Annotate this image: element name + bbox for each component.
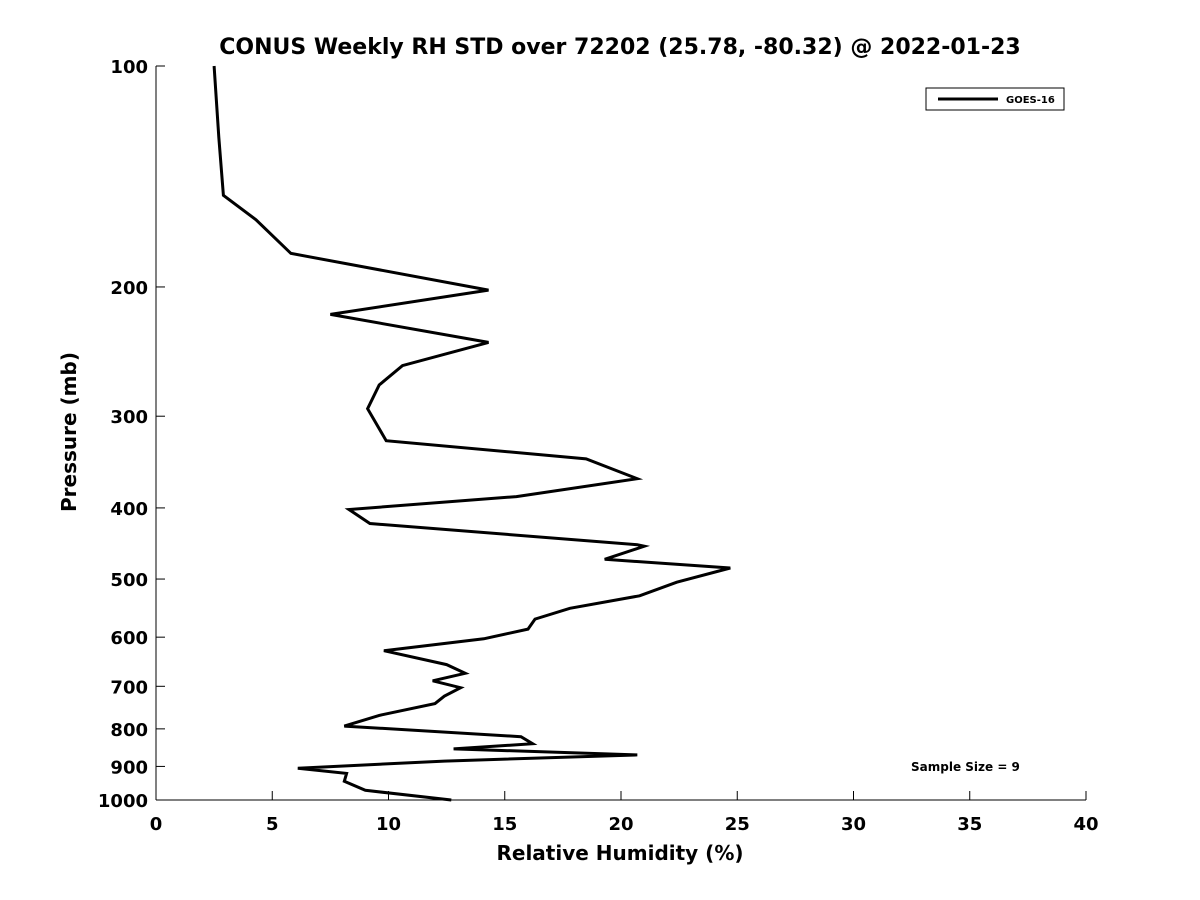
x-tick-label: 5	[266, 814, 279, 835]
y-tick-label: 900	[110, 757, 148, 778]
y-tick-label: 400	[110, 499, 148, 520]
y-tick-label: 100	[110, 57, 148, 78]
y-tick-label: 700	[110, 677, 148, 698]
y-tick-label: 600	[110, 628, 148, 649]
x-axis: 0 5 10 15 20 25 30 35 40	[150, 791, 1099, 835]
x-tick-label: 20	[608, 814, 633, 835]
y-axis: 100 200 300 400 500 600 700 800 900 1000	[98, 57, 165, 812]
series-layer	[212, 65, 731, 802]
x-tick-label: 25	[725, 814, 750, 835]
y-tick-label: 500	[110, 570, 148, 591]
y-axis-label: Pressure (mb)	[57, 352, 81, 512]
x-tick-label: 40	[1073, 814, 1098, 835]
x-tick-label: 0	[150, 814, 163, 835]
legend: GOES-16	[925, 87, 1065, 111]
x-tick-label: 15	[492, 814, 517, 835]
x-tick-label: 30	[841, 814, 866, 835]
chart-title: CONUS Weekly RH STD over 72202 (25.78, -…	[219, 35, 1020, 60]
plot-area: 0 5 10 15 20 25 30 35 40 100 200 300 400 500 600 700 80…	[98, 57, 1099, 835]
x-axis-label: Relative Humidity (%)	[496, 841, 743, 865]
y-tick-label: 1000	[98, 791, 148, 812]
sample-size-annotation: Sample Size = 9	[911, 760, 1020, 774]
legend-label-goes-16: GOES-16	[1006, 95, 1055, 106]
y-tick-label: 200	[110, 278, 148, 299]
x-tick-label: 35	[957, 814, 982, 835]
y-tick-label: 300	[110, 407, 148, 428]
y-tick-label: 800	[110, 720, 148, 741]
x-tick-label: 10	[376, 814, 401, 835]
series-line-goes-16	[212, 65, 731, 802]
